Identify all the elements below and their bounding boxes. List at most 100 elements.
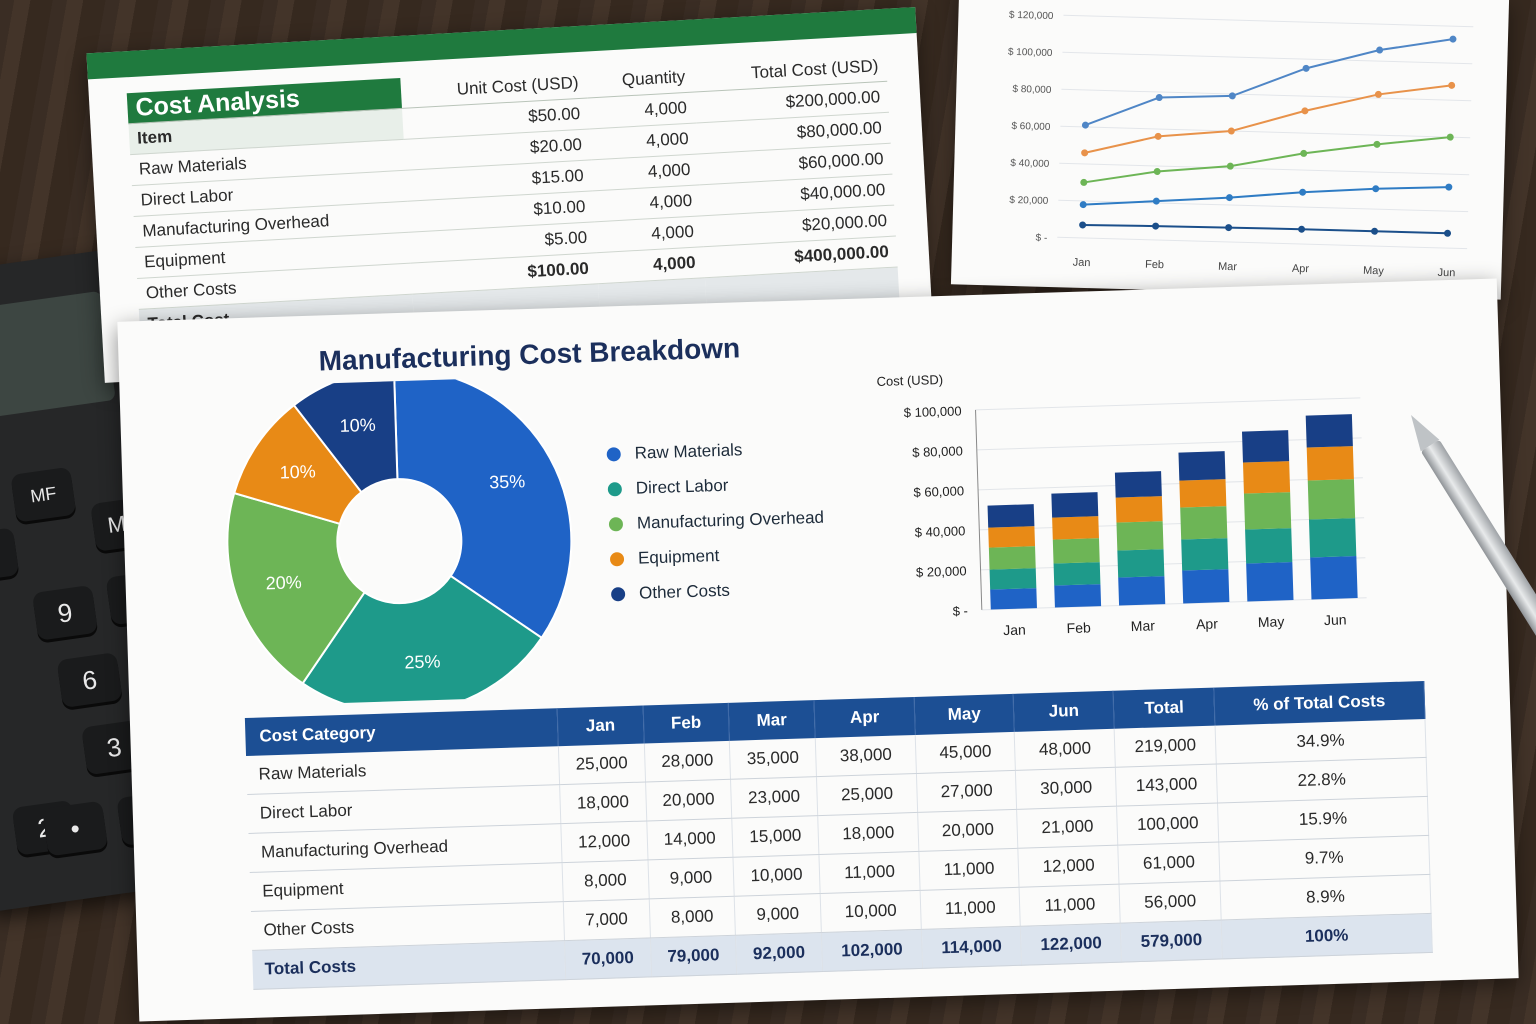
monthly-cost-table: Cost Category Jan Feb Mar Apr May Jun To… — [244, 680, 1433, 990]
y-tick-label: $ 100,000 — [904, 403, 962, 420]
row-label: Total Costs — [252, 940, 566, 990]
gridline — [1059, 162, 1470, 176]
x-tick-label: Mar — [1131, 617, 1156, 634]
table-cell: 8,000 — [648, 896, 736, 938]
table-cell: 100% — [1220, 913, 1433, 959]
series-line — [1085, 38, 1454, 127]
table-cell: 92,000 — [735, 932, 823, 975]
table-cell: 20,000 — [917, 809, 1018, 852]
legend-swatch — [607, 481, 623, 497]
gridline — [1060, 125, 1471, 139]
table-cell: 45,000 — [915, 731, 1016, 774]
table-cell: 7,000 — [563, 898, 651, 941]
table-cell: 25,000 — [816, 773, 918, 816]
series-line — [1084, 84, 1452, 154]
bar-segment — [1052, 538, 1100, 564]
bar-segment — [1181, 538, 1229, 571]
slice-label: 35% — [489, 471, 526, 492]
bar-segment — [1115, 496, 1163, 523]
column-header: % of Total Costs — [1213, 680, 1425, 726]
y-tick-label: $ - — [1035, 233, 1047, 244]
table-cell: 122,000 — [1020, 923, 1122, 966]
column-header: Feb — [642, 702, 730, 744]
table-cell: 12,000 — [1017, 845, 1120, 888]
data-point — [1444, 229, 1452, 237]
column-header: Apr — [813, 697, 916, 739]
calculator-key-plus-top: + — [0, 527, 20, 584]
table-cell: 27,000 — [916, 770, 1017, 813]
cost-analysis-table: Cost Analysis Unit Cost (USD) Quantity T… — [126, 50, 900, 341]
series-line — [1083, 186, 1449, 206]
table-cell: 18,000 — [817, 812, 920, 855]
legend-label: Raw Materials — [634, 439, 743, 463]
calculator-screen — [0, 290, 116, 425]
gridline — [1063, 14, 1474, 28]
y-tick-label: $ 40,000 — [1010, 158, 1050, 170]
calculator-key-6: 6 — [56, 652, 123, 709]
column-header: Jan — [557, 705, 644, 747]
slice-label: 20% — [265, 572, 302, 593]
data-point — [1374, 90, 1382, 98]
bar-segment — [1306, 446, 1354, 481]
table-cell: 10,000 — [733, 854, 820, 897]
y-tick-label: $ 100,000 — [1008, 47, 1053, 59]
x-tick-label: May — [1363, 265, 1385, 278]
y-tick-label: $ - — [952, 603, 968, 618]
report-title: Manufacturing Cost Breakdown — [318, 332, 741, 377]
legend-swatch — [606, 446, 621, 462]
table-cell: 10,000 — [819, 890, 922, 933]
table-cell: 61,000 — [1118, 842, 1220, 885]
table-cell: 22.8% — [1216, 757, 1428, 804]
y-tick-label: $ 20,000 — [916, 563, 967, 580]
stacked-bar-chart: Cost (USD) $ - $ 20,000 $ 40,000 $ 60,000 $ 8… — [876, 372, 1367, 638]
gridline — [979, 517, 1365, 531]
bar-segment — [1117, 549, 1165, 578]
legend-label: Direct Labor — [635, 475, 729, 498]
calculator-key-mf: MF — [10, 466, 77, 523]
calculator-key-point: • — [42, 800, 109, 857]
bar-segment — [1118, 576, 1166, 606]
x-tick-label: Mar — [1218, 261, 1238, 274]
table-cell: 11,000 — [920, 887, 1021, 930]
y-tick-label: $ 80,000 — [912, 443, 963, 460]
table-cell: 79,000 — [650, 935, 737, 977]
line-chart: $ - $ 20,000 $ 40,000 $ 60,000 $ 80,000 $ 100… — [1008, 10, 1474, 279]
table-cell: 12,000 — [560, 820, 648, 863]
bar-segment — [1053, 562, 1101, 586]
legend-label: Equipment — [637, 545, 720, 568]
y-tick-label: $ 60,000 — [1011, 121, 1051, 133]
x-tick-label: Jan — [1073, 257, 1091, 269]
data-point — [1301, 107, 1309, 115]
table-cell: 8,000 — [561, 859, 649, 902]
series-line — [1082, 223, 1448, 235]
table-cell: 219,000 — [1114, 725, 1217, 768]
line-chart-sheet: $ - $ 20,000 $ 40,000 $ 60,000 $ 80,000 $ 100… — [950, 0, 1510, 300]
gridline — [1061, 88, 1472, 102]
bar-segment — [1307, 479, 1356, 520]
data-point — [1079, 221, 1087, 229]
table-cell: 15,000 — [731, 815, 819, 858]
table-cell: 114,000 — [921, 926, 1022, 969]
data-point — [1227, 127, 1235, 135]
table-cell: 25,000 — [558, 743, 646, 785]
slice-label: 10% — [279, 461, 316, 482]
data-point — [1225, 194, 1233, 202]
data-point — [1081, 121, 1089, 129]
y-tick-label: $ 120,000 — [1009, 10, 1054, 22]
x-tick-label: Apr — [1292, 263, 1310, 275]
column-header: Jun — [1013, 690, 1115, 732]
table-cell: 9.7% — [1218, 835, 1430, 881]
donut-slice — [292, 375, 399, 494]
chart-legend: Raw Materials Direct Labor Manufacturing… — [606, 430, 827, 612]
table-cell: 579,000 — [1120, 919, 1223, 963]
table-cell: 18,000 — [559, 781, 647, 824]
bar-segment — [990, 588, 1037, 610]
bar-segment — [1305, 414, 1353, 448]
donut-slice — [392, 375, 573, 640]
gridline — [980, 557, 1366, 571]
table-cell: 9,000 — [647, 857, 735, 899]
y-tick-label: $ 40,000 — [915, 523, 966, 540]
data-point — [1080, 178, 1088, 186]
table-cell: 56,000 — [1119, 880, 1221, 924]
bar-segment — [988, 546, 1036, 570]
